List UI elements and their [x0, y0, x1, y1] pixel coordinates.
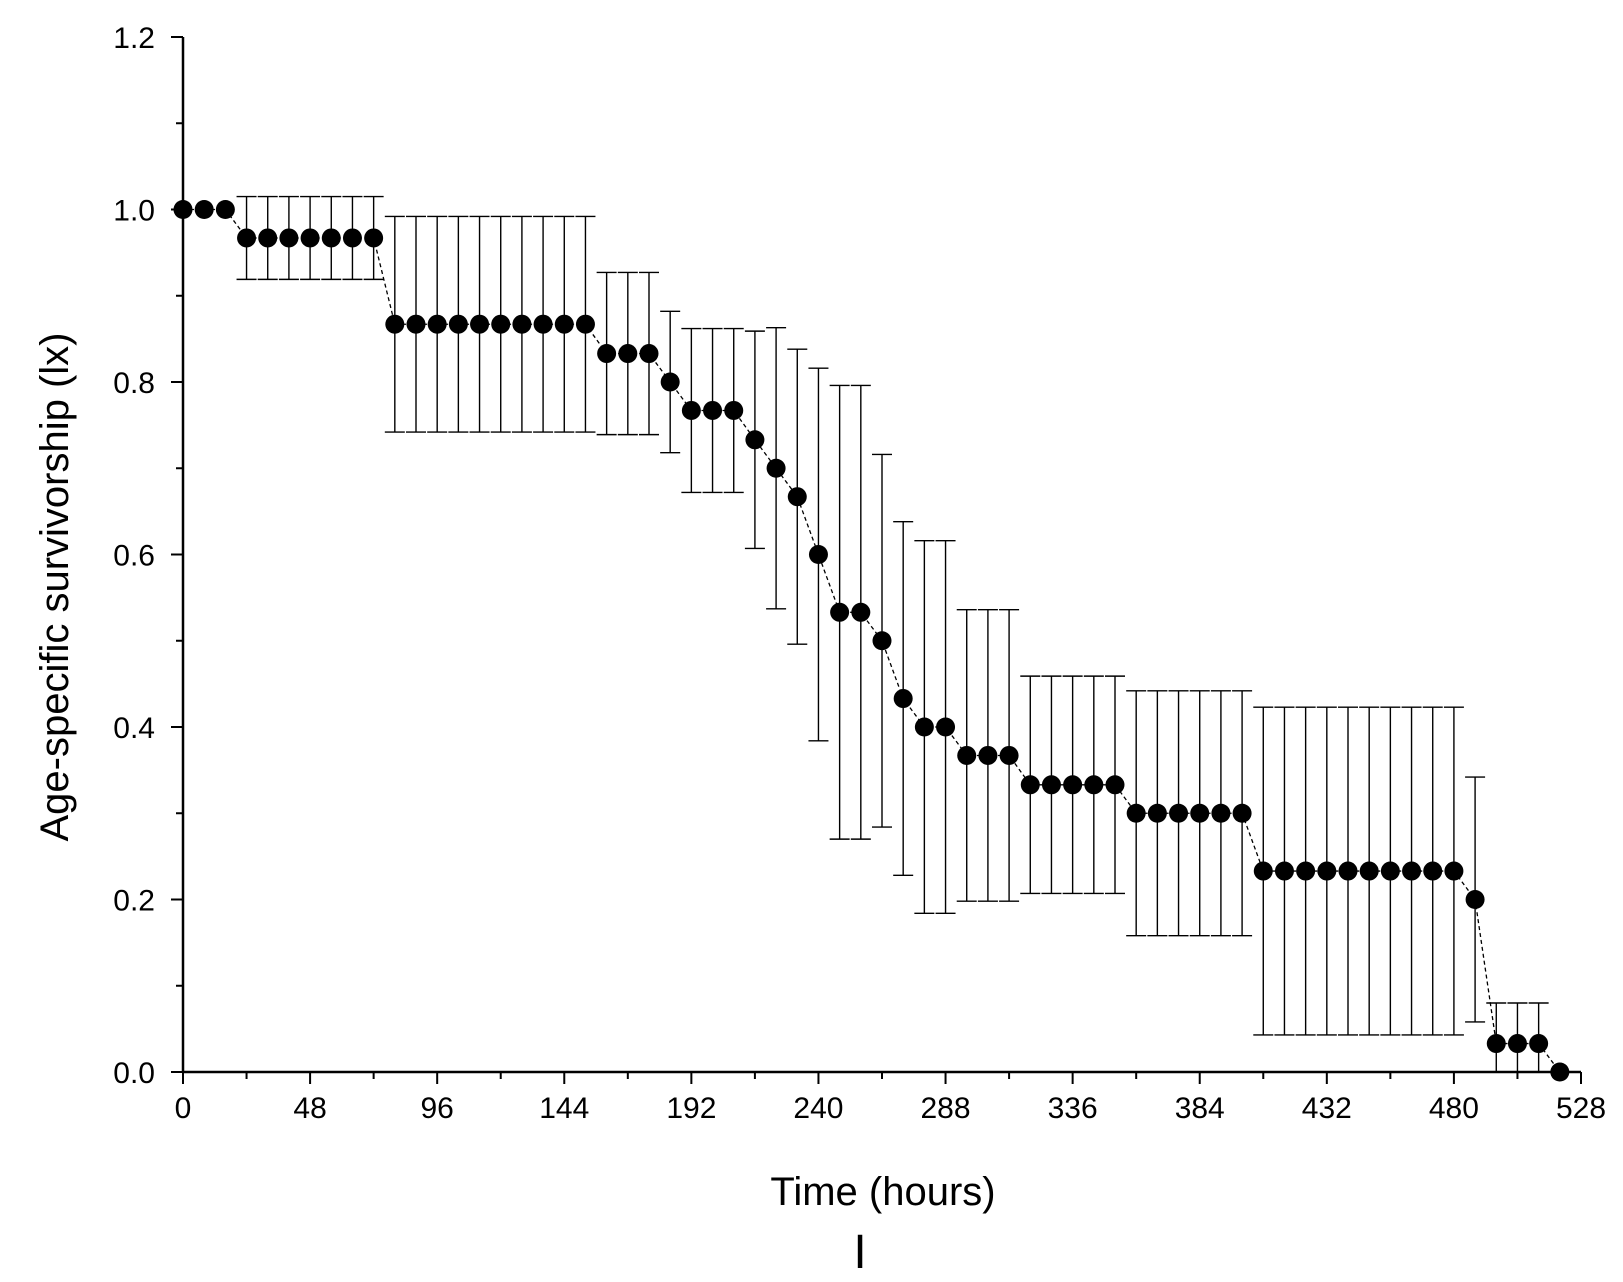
x-tick-label: 432 — [1302, 1092, 1352, 1125]
data-point — [1274, 861, 1294, 881]
data-point — [1147, 803, 1167, 823]
data-point — [618, 344, 638, 364]
data-point — [681, 400, 701, 420]
data-point — [787, 487, 807, 507]
data-point — [808, 545, 828, 564]
x-tick-label: 192 — [666, 1092, 716, 1125]
data-point — [1402, 861, 1422, 881]
data-point — [1169, 803, 1189, 823]
data-point — [512, 314, 532, 334]
data-point — [893, 689, 913, 709]
x-tick-label: 240 — [793, 1092, 843, 1125]
data-point — [724, 400, 744, 420]
data-point — [237, 228, 257, 248]
data-point — [1317, 861, 1337, 881]
x-tick-label: 48 — [293, 1092, 326, 1125]
data-point — [491, 314, 511, 334]
data-point — [321, 228, 341, 248]
data-point — [703, 400, 723, 420]
x-tick-label: 0 — [175, 1092, 192, 1125]
data-point — [1063, 775, 1083, 795]
y-tick-label: 0.2 — [113, 885, 155, 918]
data-point — [851, 602, 871, 622]
data-point — [575, 314, 595, 334]
axes: 0 48 96 144 192 240 288 336 384 432 480 528 0.0 0.2 0.… — [113, 22, 1606, 1125]
y-tick-label: 1.2 — [113, 22, 155, 55]
data-point — [936, 717, 956, 737]
x-tick-label: 288 — [921, 1092, 971, 1125]
data-point — [406, 314, 426, 334]
data-point — [597, 344, 617, 364]
y-tick-label: 1.0 — [113, 195, 155, 228]
x-tick-label: 144 — [539, 1092, 589, 1125]
data-point — [364, 228, 384, 248]
data-point — [470, 314, 490, 334]
data-point — [914, 717, 934, 737]
x-tick-label: 96 — [420, 1092, 453, 1125]
x-tick-label: 480 — [1429, 1092, 1479, 1125]
data-point — [173, 200, 193, 219]
data-point — [745, 430, 765, 450]
data-point — [1507, 1034, 1527, 1054]
data-point — [1380, 861, 1400, 881]
data-point — [342, 228, 362, 248]
series-line-group — [183, 208, 1561, 1073]
data-point — [872, 631, 892, 651]
data-point — [660, 372, 680, 392]
y-axis-title: Age-specific survivorship (lx) — [33, 332, 77, 841]
data-point — [1041, 775, 1061, 795]
data-point — [1296, 861, 1316, 881]
x-tick-label: 384 — [1175, 1092, 1225, 1125]
data-point — [385, 314, 405, 334]
data-point — [215, 200, 235, 219]
data-point — [1253, 861, 1273, 881]
y-tick-label: 0.0 — [113, 1057, 155, 1090]
data-point — [1190, 803, 1210, 823]
panel-label: I — [853, 1226, 866, 1279]
data-point — [427, 314, 447, 334]
data-point — [1338, 861, 1358, 881]
data-point — [300, 228, 320, 248]
data-point — [533, 314, 553, 334]
data-point — [1359, 861, 1379, 881]
data-point — [830, 602, 850, 622]
data-point — [639, 344, 659, 364]
x-axis-title: Time (hours) — [770, 1170, 995, 1214]
data-point — [1020, 775, 1040, 795]
data-point — [1465, 890, 1485, 909]
x-tick-label: 336 — [1048, 1092, 1098, 1125]
y-tick-label: 0.6 — [113, 540, 155, 573]
data-point — [957, 745, 977, 765]
data-point — [448, 314, 468, 334]
series-line — [183, 208, 1561, 1073]
data-point — [1211, 803, 1231, 823]
data-point — [1423, 861, 1443, 881]
x-tick-label: 528 — [1556, 1092, 1606, 1125]
data-point — [258, 228, 278, 248]
data-point — [194, 200, 214, 219]
data-point — [279, 228, 299, 248]
data-point — [1444, 861, 1464, 881]
data-point — [766, 458, 786, 478]
data-point — [554, 314, 574, 334]
data-point — [1550, 1062, 1570, 1082]
data-point — [1126, 803, 1146, 823]
y-tick-label: 0.4 — [113, 712, 155, 745]
data-point — [1486, 1034, 1506, 1054]
data-point — [1084, 775, 1104, 795]
data-point — [978, 745, 998, 765]
data-point — [1232, 803, 1252, 823]
data-points-group — [173, 200, 1570, 1082]
y-tick-label: 0.8 — [113, 367, 155, 400]
data-point — [1105, 775, 1125, 795]
data-point — [1529, 1034, 1549, 1054]
data-point — [999, 745, 1019, 765]
